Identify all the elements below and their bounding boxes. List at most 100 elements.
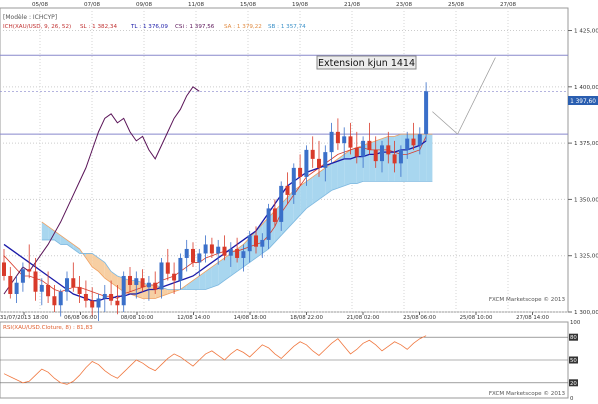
cloud-segment <box>211 262 219 288</box>
cloud-segment <box>161 287 168 297</box>
cloud-segment <box>186 280 193 290</box>
candle-body <box>65 278 69 292</box>
price-tag-text: 1 397,60 <box>570 99 596 105</box>
candle-body <box>317 158 321 168</box>
candle-body <box>367 140 372 150</box>
bottom-axis-label: 27/08 14:00 <box>516 315 549 321</box>
candle-body <box>272 208 277 222</box>
candle-body <box>39 284 44 292</box>
candle-body <box>380 145 384 162</box>
candle-body <box>424 91 429 135</box>
price-tag <box>568 96 598 105</box>
rsi-level-tag <box>569 333 578 341</box>
bottom-axis-label: 08/08 10:00 <box>121 315 154 321</box>
candle-body <box>8 275 13 294</box>
candle-body <box>102 293 107 299</box>
candle-body <box>361 140 366 157</box>
cloud-segment <box>319 167 326 200</box>
top-axis-label: 23/08 <box>396 2 413 8</box>
rsi-tick-label: 100 <box>570 320 581 326</box>
rsi-tick-label: 0 <box>570 396 574 400</box>
cloud-segment <box>73 244 80 254</box>
candle-body <box>172 273 177 281</box>
cloud-segment <box>325 163 332 195</box>
rsi-polyline <box>3 335 427 385</box>
bottom-axis-label: 25/08 10:00 <box>460 315 493 321</box>
cs-label: CSi : 1 397,56 <box>175 24 215 30</box>
top-axis-label: 15/08 <box>240 2 257 8</box>
candle-body <box>146 282 151 288</box>
cloud-segment <box>331 158 338 191</box>
candle-body <box>298 167 303 177</box>
candle-body <box>96 298 101 308</box>
rsi-watermark: FXCM Marketscope © 2013 <box>489 390 566 397</box>
y-tick-label: 1 350,00 <box>574 197 598 203</box>
rsi-tick-label: 50 <box>570 358 577 364</box>
candle-body <box>159 262 164 290</box>
candle-body <box>285 185 290 195</box>
rsi-legend: RSI(XAU/USD.Cloture, 8) : 81,83 <box>3 325 93 331</box>
module-label: [Modèle : ICHCYP] <box>3 14 57 21</box>
cloud-segment <box>98 257 105 279</box>
cloud-segment <box>256 224 263 258</box>
horizontal-lines <box>0 54 568 135</box>
candle-body <box>266 208 271 240</box>
cloud-segment <box>205 266 212 290</box>
candle-body <box>348 136 353 148</box>
candle-body <box>398 149 403 164</box>
candle-body <box>260 239 265 247</box>
cloud-segment <box>224 253 231 281</box>
chikou-line <box>3 86 200 295</box>
tl-label: TL : 1 376,09 <box>130 24 168 30</box>
candle-body <box>310 149 315 159</box>
cloud-segment <box>60 235 67 245</box>
bottom-axis-label: 18/08 22:00 <box>290 315 323 321</box>
kijun-line <box>3 140 427 302</box>
y-tick-label: 1 400,00 <box>574 85 598 91</box>
top-axis-label: 27/08 <box>500 2 517 8</box>
bottom-axis-label: 31/07/2013 18:00 <box>0 315 49 321</box>
candle-body <box>304 149 309 177</box>
cloud-segment <box>344 149 351 186</box>
candle-body <box>71 278 76 288</box>
cloud-segment <box>104 262 112 283</box>
indicator-label: ICH(XAU/USD, 9, 26, 52) <box>3 24 71 30</box>
candle-body <box>83 293 88 301</box>
candle-body <box>191 248 195 263</box>
main-panel <box>0 7 569 313</box>
cloud-segment <box>85 253 93 267</box>
candle-body <box>121 275 126 306</box>
cloud-segment <box>67 239 74 249</box>
cloud-segment <box>54 230 61 245</box>
candle-body <box>235 248 240 258</box>
cloud-segment <box>394 134 401 182</box>
candle-body <box>77 287 82 294</box>
top-axis-label: 09/08 <box>136 2 153 8</box>
candle-body <box>411 138 416 146</box>
projection-line <box>432 57 496 135</box>
candle-body <box>342 136 347 144</box>
candle-body <box>216 246 221 254</box>
candle-body <box>354 147 359 157</box>
candles <box>2 82 429 322</box>
bottom-axis-label: 21/08 02:00 <box>347 315 380 321</box>
cloud-segment <box>337 154 345 189</box>
annotation-text: Extension kjun 1414 <box>318 58 415 69</box>
sl-label: SL : 1 382,34 <box>80 24 117 30</box>
candle-body <box>134 278 139 285</box>
cloud-segment <box>199 271 206 290</box>
candle-body <box>140 278 145 288</box>
top-axis-label: 11/08 <box>188 2 205 8</box>
bottom-axis-label: 06/08 06:00 <box>64 315 97 321</box>
candle-body <box>203 244 208 254</box>
rsi-tick-label: 80 <box>570 335 577 341</box>
rsi-level-tag <box>569 356 578 364</box>
candle-body <box>329 131 334 153</box>
candle-body <box>52 296 57 306</box>
candle-body <box>27 269 32 272</box>
y-tick-label: 1 300,00 <box>574 310 598 316</box>
top-axis-label: 19/08 <box>292 2 309 8</box>
candle-body <box>279 185 284 222</box>
